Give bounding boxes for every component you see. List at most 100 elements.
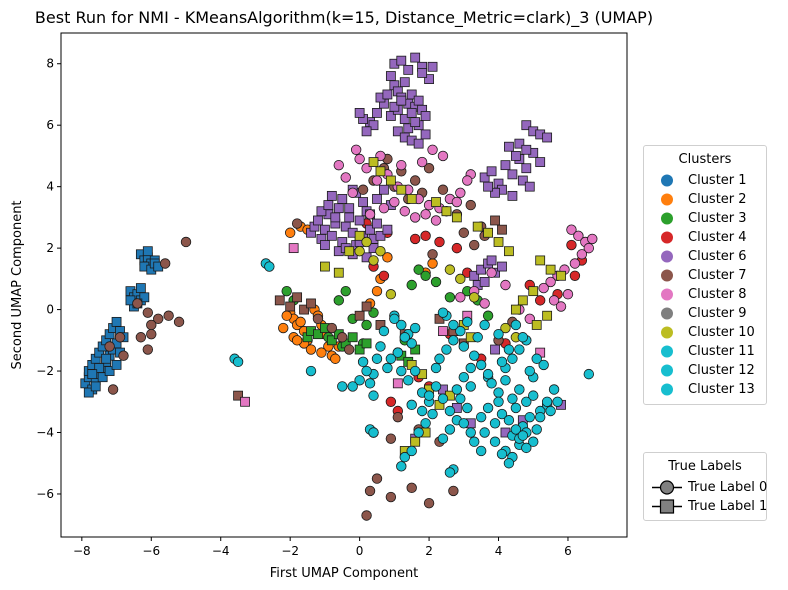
cluster-6-square-point	[535, 157, 546, 167]
cluster-12-circle-point	[514, 344, 525, 355]
cluster-10-circle-point	[375, 245, 386, 257]
cluster-6-square-point	[476, 264, 487, 275]
cluster-8-circle-point	[340, 172, 351, 183]
cluster-11-circle-point	[357, 356, 369, 368]
cluster-11-circle-point	[403, 375, 414, 386]
cluster-12-circle-point	[493, 328, 504, 340]
cluster-10-square-point	[410, 436, 421, 447]
cluster-11-circle-point	[475, 359, 487, 371]
cluster-12-circle-point	[545, 405, 556, 417]
cluster-7-circle-point	[312, 313, 324, 325]
cluster-12-circle-point	[507, 393, 518, 404]
cluster-6-square-point	[406, 108, 417, 118]
cluster-8-circle-point	[587, 233, 598, 245]
cluster-7-circle-point	[364, 485, 376, 497]
cluster-12-circle-point	[493, 396, 504, 407]
cluster-3-circle-point	[430, 276, 442, 288]
true-label-legend-label: True Label 0	[688, 480, 768, 495]
cluster-12-circle-point	[486, 378, 497, 389]
true-label-legend: True Labels True Label 0 True Label 1	[643, 452, 767, 521]
cluster-11-circle-point	[479, 319, 490, 331]
cluster-legend-label: Cluster 6	[688, 249, 747, 264]
cluster-11-circle-point	[427, 408, 438, 420]
cluster-12-circle-point	[469, 436, 480, 447]
cluster-4-circle-point	[434, 236, 445, 248]
cluster-8-circle-point	[451, 196, 463, 208]
cluster-6-square-point	[514, 138, 525, 149]
cluster-11-circle-point	[469, 350, 480, 361]
cluster-12-circle-point	[510, 402, 522, 414]
cluster-7-circle-point	[163, 310, 174, 321]
cluster-1-square-point	[142, 246, 153, 257]
cluster-7-circle-point	[357, 184, 369, 195]
cluster-12-circle-point	[510, 424, 522, 435]
cluster-10-square-point	[531, 320, 542, 330]
cluster-10-square-point	[472, 221, 483, 232]
cluster-13-circle-point	[583, 368, 595, 380]
cluster-11-circle-point	[430, 362, 442, 374]
cluster-11-circle-point	[448, 319, 459, 331]
cluster-10-circle-point	[469, 292, 480, 303]
cluster-12-circle-point	[465, 427, 476, 438]
cluster-7-circle-point	[465, 199, 476, 211]
y-tick-label: 6	[46, 118, 54, 132]
cluster-8-circle-point	[333, 159, 344, 171]
cluster-10-square-point	[385, 175, 396, 186]
true-label-legend-entry: True Label 1	[644, 497, 767, 516]
cluster-8-circle-point	[430, 215, 442, 226]
cluster-6-square-point	[344, 212, 355, 223]
cluster-6-square-point	[497, 261, 507, 272]
cluster-4-circle-point	[420, 230, 431, 242]
cluster-6-square-point	[406, 89, 417, 100]
cluster-13-circle-point	[368, 427, 379, 438]
cluster-13-circle-point	[406, 445, 417, 457]
cluster-7-circle-point	[104, 341, 115, 352]
cluster-legend-title: Clusters	[678, 152, 732, 167]
cluster-10-square-point	[368, 157, 379, 167]
cluster-10-circle-point	[354, 245, 365, 257]
cluster-6-square-point	[354, 215, 365, 226]
cluster-10-circle-point	[500, 322, 511, 334]
cluster-legend-entry: Cluster 8	[644, 285, 766, 304]
cluster-8-circle-point	[427, 144, 438, 155]
cluster-7-circle-point	[135, 332, 147, 343]
cluster-11-circle-point	[409, 365, 421, 377]
cluster-7-circle-point	[107, 384, 119, 395]
cluster-12-circle-point	[503, 415, 515, 426]
cluster-6-square-point	[507, 169, 518, 180]
cluster-legend-entry: Cluster 7	[644, 266, 766, 285]
true-label-legend-entry: True Label 0	[644, 478, 768, 497]
cluster-10-square-point	[504, 246, 514, 257]
cluster-12-circle-point	[496, 356, 508, 368]
cluster-6-square-point	[313, 215, 323, 226]
cluster-12-circle-point	[541, 396, 553, 407]
cluster-legend-entry: Cluster 6	[644, 247, 766, 266]
cluster-3-circle-point	[333, 295, 344, 306]
cluster-6-square-point	[372, 108, 382, 118]
cluster-legend-entry: Cluster 12	[644, 361, 766, 380]
cluster-11-circle-point	[444, 424, 456, 435]
cluster-7-circle-point	[344, 344, 355, 355]
cluster-11-circle-point	[458, 341, 469, 352]
cluster-11-circle-point	[423, 390, 435, 401]
cluster-8-circle-point	[378, 202, 390, 214]
cluster-2-circle-point	[330, 353, 341, 364]
cluster-3-circle-point	[340, 285, 351, 297]
cluster-12-circle-point	[548, 384, 560, 395]
cluster-3-circle-point	[420, 270, 431, 281]
cluster-7-square-point	[233, 390, 243, 401]
cluster-12-circle-point	[528, 436, 539, 447]
cluster-7-square-point	[490, 215, 500, 226]
cluster-10-square-point	[528, 286, 539, 297]
cluster-7-square-point	[306, 298, 316, 309]
cluster-legend-entry: Cluster 4	[644, 228, 766, 247]
cluster-12-circle-point	[538, 359, 549, 371]
cluster-7-circle-point	[118, 350, 129, 361]
cluster-7-circle-point	[180, 236, 192, 248]
cluster-4-circle-point	[566, 239, 577, 251]
cluster-2-circle-point	[284, 227, 296, 238]
cluster-7-circle-point	[326, 322, 338, 334]
cluster-3-circle-point	[413, 264, 424, 275]
cluster-2-circle-point	[281, 310, 292, 321]
cluster-6-square-point	[403, 64, 414, 75]
